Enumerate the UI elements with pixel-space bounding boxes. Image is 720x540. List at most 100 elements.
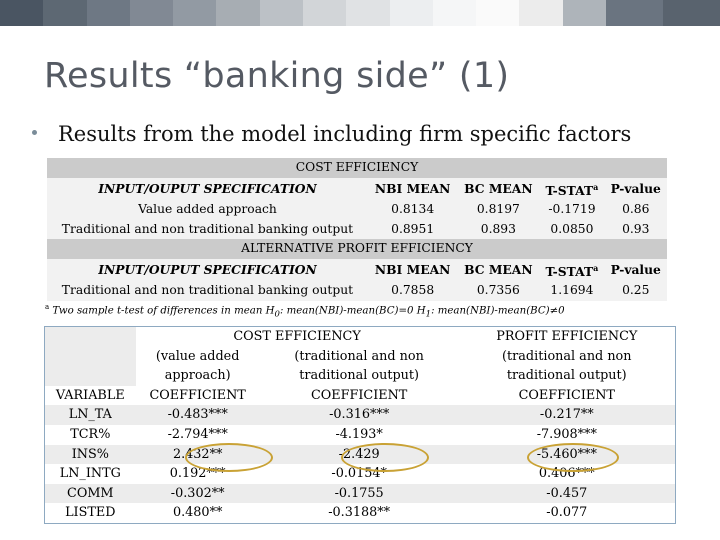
variable-name: LISTED [43, 503, 136, 524]
cell-pvalue: 0.25 [604, 281, 667, 301]
variable-name: TCR% [43, 424, 136, 445]
cell-pvalue: 0.93 [604, 219, 667, 240]
coef-cost-traditional: -0.316*** [259, 405, 459, 425]
top-bar-segment [216, 0, 260, 26]
row-label: Traditional and non traditional banking … [47, 219, 368, 240]
top-bar-segment [519, 0, 563, 26]
section-heading-cost: COST EFFICIENCY [47, 158, 667, 178]
section-heading-profit: ALTERNATIVE PROFIT EFFICIENCY [47, 239, 667, 259]
top-bar-segment [662, 0, 720, 26]
cell-bc: 0.8197 [457, 200, 540, 220]
header-spec: INPUT/OUPUT SPECIFICATION [47, 258, 368, 282]
section-row-profit: ALTERNATIVE PROFIT EFFICIENCY [47, 239, 667, 259]
header-tstat: T-STATa [539, 177, 605, 201]
bullet-item: Results from the model including firm sp… [32, 122, 632, 146]
subheader-cost-2: (traditional and non [259, 346, 459, 367]
efficiency-comparison-table: COST EFFICIENCY INPUT/OUPUT SPECIFICATIO… [47, 158, 667, 301]
subheader-cost-2b: traditional output) [259, 366, 459, 386]
bullet-text: Results from the model including firm sp… [58, 122, 632, 146]
cell-nbi: 0.7858 [367, 281, 458, 301]
coef-cost-traditional: -4.193* [259, 424, 459, 445]
variable-name: INS% [43, 444, 136, 465]
top-bar-segment [346, 0, 390, 26]
table-footnote: a Two sample t-test of differences in me… [45, 303, 565, 320]
table-row: Traditional and non traditional banking … [47, 219, 667, 240]
slide-title: Results “banking side” (1) [44, 56, 510, 96]
subheader-row-2: approach) traditional output) traditiona… [43, 366, 676, 386]
header-pvalue: P-value [604, 177, 667, 201]
subheader-profit: (traditional and non [458, 346, 676, 367]
cell-bc: 0.7356 [457, 281, 540, 301]
bullet-dot-icon [32, 130, 37, 135]
coef-cost-value-added: 2.432** [135, 444, 260, 465]
cell-tstat: 1.1694 [539, 281, 605, 301]
banner-profit: PROFIT EFFICIENCY [458, 325, 676, 347]
top-bar-segment [0, 0, 44, 26]
table-row: TCR% -2.794*** -4.193* -7.908*** [43, 424, 676, 445]
header-coef-3: COEFFICIENT [458, 385, 676, 406]
header-pvalue: P-value [604, 258, 667, 282]
banner-cost: COST EFFICIENCY [135, 325, 459, 347]
top-bar-segment [476, 0, 520, 26]
header-coef-1: COEFFICIENT [135, 385, 260, 406]
coef-profit: -0.457 [458, 483, 676, 504]
table-row: COMM -0.302** -0.1755 -0.457 [43, 483, 676, 504]
subheader-empty [43, 366, 136, 386]
table-row: LISTED 0.480** -0.3188** -0.077 [43, 503, 676, 524]
header-nbi: NBI MEAN [367, 258, 458, 282]
header-nbi: NBI MEAN [367, 177, 458, 201]
top-bar-segment [129, 0, 174, 26]
section-row-cost: COST EFFICIENCY [47, 158, 667, 178]
top-bar-segment [432, 0, 477, 26]
coef-cost-value-added: -0.483*** [135, 405, 260, 425]
coef-cost-traditional: -0.3188** [259, 503, 459, 524]
coefficient-table: COST EFFICIENCY PROFIT EFFICIENCY (value… [43, 325, 676, 524]
variable-name: LN_INTG [43, 464, 136, 484]
top-bar-segment [259, 0, 303, 26]
coef-cost-value-added: 0.192*** [135, 464, 260, 484]
row-label: Value added approach [47, 200, 368, 220]
top-bar-segment [562, 0, 606, 26]
top-bar-segment [302, 0, 347, 26]
top-bar-segment [389, 0, 433, 26]
header-variable: VARIABLE [43, 385, 136, 406]
banner-row: COST EFFICIENCY PROFIT EFFICIENCY [43, 325, 676, 347]
coef-cost-traditional: -2.429 [259, 444, 459, 465]
top-bar-segment [86, 0, 130, 26]
coef-cost-value-added: 0.480** [135, 503, 260, 524]
header-bc: BC MEAN [457, 177, 540, 201]
coef-cost-traditional: -0.1755 [259, 483, 459, 504]
cell-tstat: -0.1719 [539, 200, 605, 220]
cell-tstat: 0.0850 [539, 219, 605, 240]
coef-cost-traditional: -0.0154* [259, 464, 459, 484]
header-coef-2: COEFFICIENT [259, 385, 459, 406]
top-bar-segment [43, 0, 87, 26]
subheader-profit-b: traditional output) [458, 366, 676, 386]
subheader-row-1: (value added (traditional and non (tradi… [43, 346, 676, 367]
coef-profit: -0.217** [458, 405, 676, 425]
coef-profit: -0.077 [458, 503, 676, 524]
table-row: Traditional and non traditional banking … [47, 281, 667, 301]
header-tstat: T-STATa [539, 258, 605, 282]
subheader-cost-1b: approach) [135, 366, 260, 386]
header-bc: BC MEAN [457, 258, 540, 282]
header-row: INPUT/OUPUT SPECIFICATION NBI MEAN BC ME… [47, 258, 667, 282]
table-row: LN_INTG 0.192*** -0.0154* 0.406*** [43, 464, 676, 484]
cell-bc: 0.893 [457, 219, 540, 240]
top-bar-segment [173, 0, 217, 26]
coef-cost-value-added: -0.302** [135, 483, 260, 504]
top-decoration-bar [0, 0, 720, 26]
top-bar-segment [605, 0, 663, 26]
coef-profit: 0.406*** [458, 464, 676, 484]
variable-name: COMM [43, 483, 136, 504]
table-row: INS% 2.432** -2.429 -5.460*** [43, 444, 676, 465]
row-label: Traditional and non traditional banking … [47, 281, 368, 301]
banner-empty [43, 325, 136, 347]
coef-cost-value-added: -2.794*** [135, 424, 260, 445]
table-row: Value added approach 0.8134 0.8197 -0.17… [47, 200, 667, 220]
subheader-cost-1: (value added [135, 346, 260, 367]
table-row: LN_TA -0.483*** -0.316*** -0.217** [43, 405, 676, 425]
column-header-row: VARIABLE COEFFICIENT COEFFICIENT COEFFIC… [43, 385, 676, 406]
cell-nbi: 0.8951 [367, 219, 458, 240]
cell-nbi: 0.8134 [367, 200, 458, 220]
